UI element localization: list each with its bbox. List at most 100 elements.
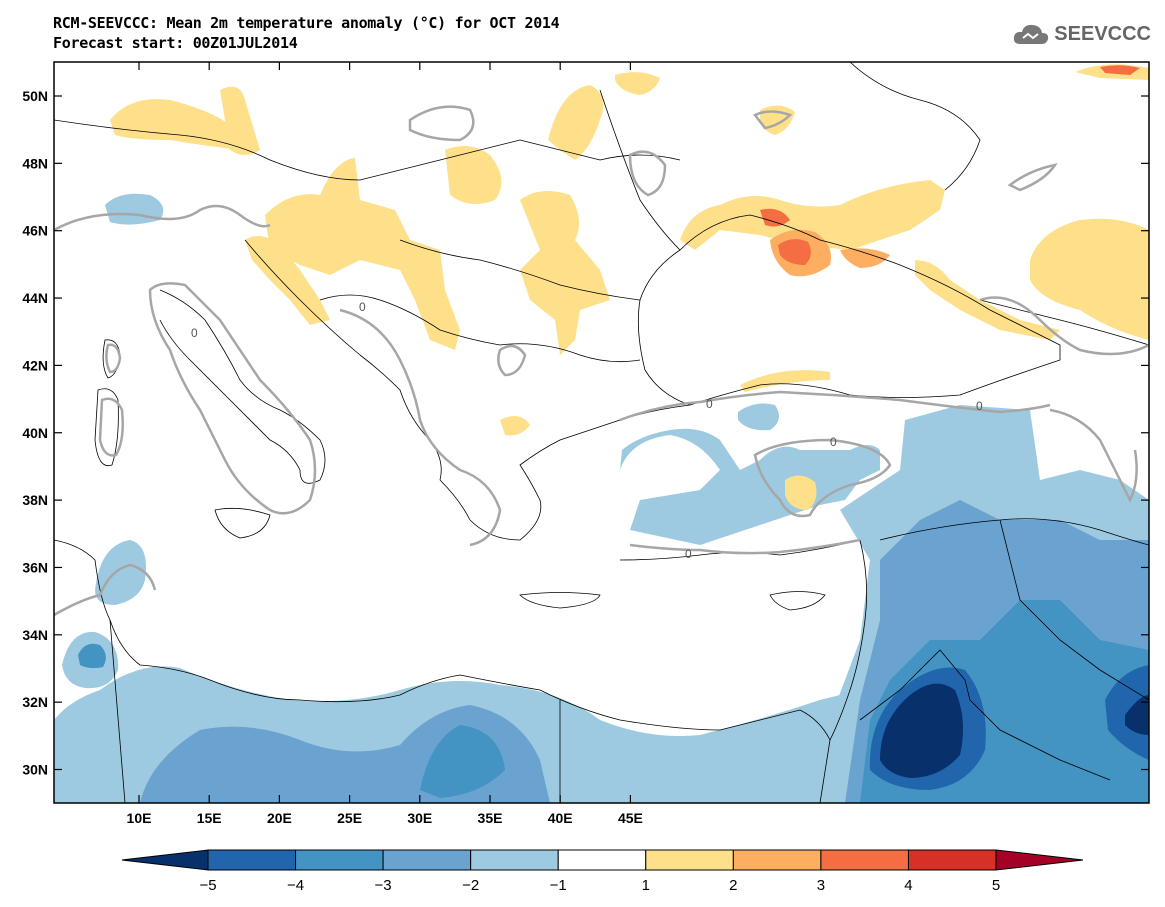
- zero-contour-belarus: [753, 110, 793, 130]
- colorbar-box: [820, 849, 909, 871]
- anomaly-region-belarus: [760, 105, 795, 135]
- contour-label-italy: 0: [191, 326, 198, 340]
- zero-contour-poland: [408, 105, 475, 142]
- anomaly-region-anatolia: [620, 428, 880, 545]
- colorbar-label: 1: [642, 877, 650, 894]
- anomaly-region-jordan-core: [880, 683, 964, 778]
- lon-label: 45E: [618, 810, 643, 826]
- contour-label-balkans: 0: [359, 300, 366, 314]
- border-israel-egypt: [819, 739, 831, 803]
- seevccc-logo: SEEVCCC: [1012, 22, 1151, 46]
- contour-label-anatolia-south: 0: [685, 547, 692, 561]
- map-title: RCM-SEEVCCC: Mean 2m temperature anomaly…: [53, 13, 560, 53]
- anomaly-region-iraq-deep: [1125, 695, 1149, 735]
- lon-label: 10E: [127, 810, 152, 826]
- lat-label: 30N: [22, 762, 48, 778]
- coastline-cyprus: [769, 591, 826, 611]
- border-russia: [849, 62, 981, 191]
- anomaly-region-turkey-north-coast: [740, 370, 830, 392]
- lon-label: 20E: [267, 810, 292, 826]
- anomaly-region-germany: [110, 99, 244, 150]
- lon-label: 40E: [548, 810, 573, 826]
- coastline-sardinia: [94, 388, 119, 467]
- zero-contour-romania: [497, 344, 527, 377]
- zero-contour-alps: [54, 204, 271, 232]
- colorbar-label: 3: [817, 877, 825, 894]
- zero-contour-ukraine: [628, 150, 667, 197]
- colorbar-high-arrow: [995, 849, 1084, 871]
- anomaly-region-anatolia-warm: [785, 475, 817, 510]
- contour-labels: 0 0 0 0 0 0: [191, 300, 983, 561]
- colorbar-low-arrow: [121, 849, 209, 871]
- anomaly-region-hungary: [265, 158, 460, 350]
- border-eastern-europe: [599, 89, 681, 251]
- anomaly-region-ukraine: [445, 146, 502, 204]
- lat-label: 32N: [22, 694, 48, 710]
- coastline-levant: [829, 539, 868, 741]
- colorbar-box: [295, 849, 384, 871]
- zero-contour-corsica: [105, 343, 122, 374]
- border-jordan-saudi: [859, 649, 1111, 781]
- anomaly-region-czech: [220, 86, 260, 155]
- contour-label-anatolia-east: 0: [976, 399, 983, 413]
- lat-label: 34N: [22, 627, 48, 643]
- colorbar-box: [557, 849, 647, 871]
- anomaly-region-poland: [548, 85, 604, 160]
- lat-label: 38N: [22, 492, 48, 508]
- contour-label-anatolia-central: 0: [830, 435, 837, 449]
- anomaly-region-algeria-core: [78, 643, 106, 669]
- lon-label: 15E: [197, 810, 222, 826]
- longitude-axis: 10E 15E 20E 25E 30E 35E 40E 45E: [127, 62, 643, 826]
- colorbar-box: [470, 849, 559, 871]
- border-balkans: [319, 294, 641, 363]
- zero-contour-anatolia-south: [629, 538, 861, 555]
- anomaly-region-azov: [760, 208, 790, 227]
- colorbar-label: −5: [199, 877, 216, 894]
- border-central-europe: [54, 119, 681, 181]
- anomaly-region-baltic: [615, 72, 660, 95]
- border-turkey-syria: [879, 518, 1149, 546]
- coastlines: [54, 62, 1149, 803]
- lon-label: 35E: [478, 810, 503, 826]
- coastline-italy: [159, 289, 326, 484]
- anomaly-region-romania: [520, 191, 610, 355]
- colorbar-label: −3: [375, 877, 392, 894]
- lat-label: 36N: [22, 559, 48, 575]
- title-line-2: Forecast start: 00Z01JUL2014: [53, 34, 298, 52]
- coastline-greece: [439, 404, 691, 541]
- anomaly-region-crimea-core: [778, 239, 811, 265]
- colorbar-label: −4: [287, 877, 304, 894]
- zero-contour-balkans: [339, 308, 502, 547]
- coastline-crete: [519, 592, 601, 609]
- colorbar-box: [207, 849, 297, 871]
- anomaly-region-tunisia: [95, 540, 146, 605]
- anomaly-region-caspian: [1030, 218, 1149, 340]
- zero-contour-caucasus: [979, 296, 1149, 356]
- zero-contours: [54, 105, 1149, 617]
- colorbar-box: [382, 849, 472, 871]
- border-caucasus: [979, 299, 1149, 346]
- border-iraq: [999, 519, 1149, 701]
- colorbar: −5 −4 −3 −2 −1 1 2 3 4 5: [121, 849, 1084, 894]
- anomaly-region-libya-core: [420, 725, 505, 798]
- colorbar-label: 4: [904, 877, 912, 894]
- colorbar-label: −1: [550, 877, 567, 894]
- lat-label: 46N: [22, 223, 48, 239]
- lon-label: 30E: [407, 810, 432, 826]
- colorbar-label: −2: [462, 877, 479, 894]
- coastline-sicily: [214, 507, 271, 539]
- coastline-turkey-south: [619, 539, 861, 561]
- lat-label: 40N: [22, 425, 48, 441]
- anomaly-region-aegean-warm: [500, 416, 530, 436]
- title-line-1: RCM-SEEVCCC: Mean 2m temperature anomaly…: [53, 14, 560, 32]
- coastline-north-africa: [54, 539, 831, 741]
- lon-label: 25E: [337, 810, 362, 826]
- latitude-axis: 50N 48N 46N 44N 42N 40N 38N 36N 34N 32N 30N: [22, 88, 1149, 778]
- lat-label: 44N: [22, 290, 48, 306]
- colorbar-label: 5: [992, 877, 1000, 894]
- zero-contour-anatolia-central: [753, 438, 892, 518]
- zero-contour-russia: [1007, 163, 1058, 192]
- cloud-icon: [1014, 24, 1049, 44]
- logo-text: SEEVCCC: [1054, 22, 1151, 45]
- anomaly-region-anatolia-west: [738, 403, 779, 431]
